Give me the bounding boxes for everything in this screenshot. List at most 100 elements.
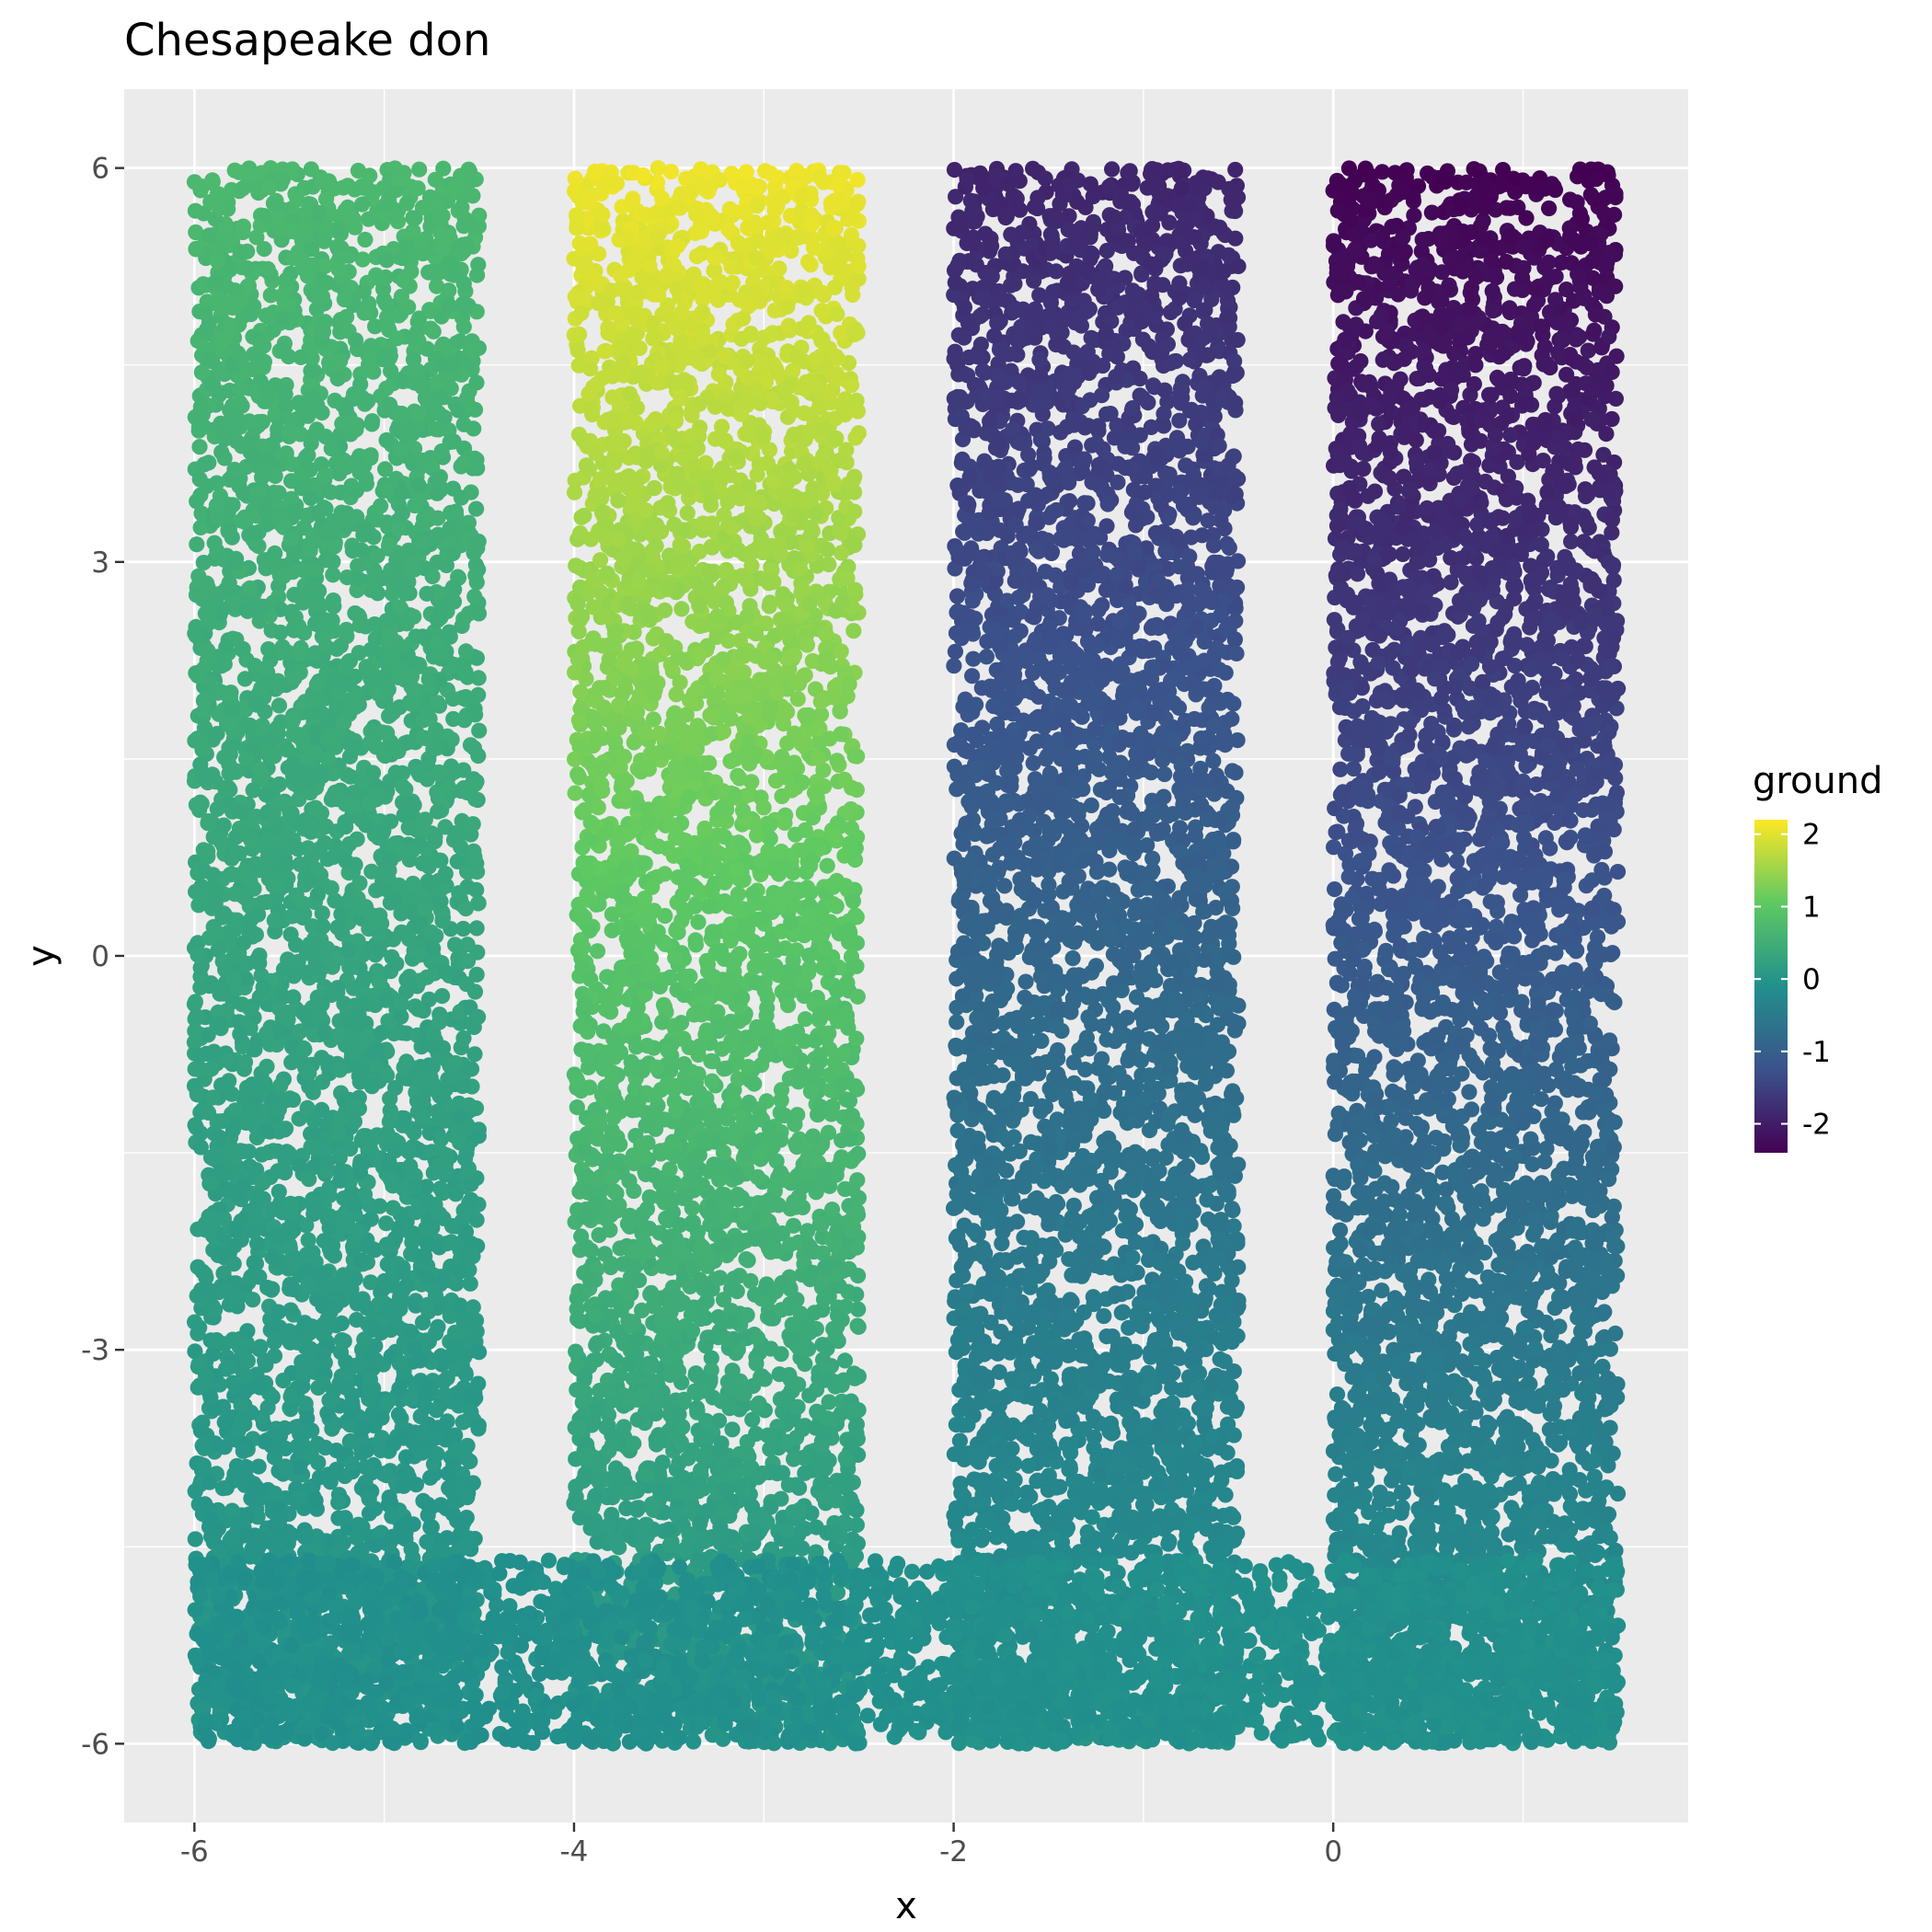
data-point: [393, 1008, 409, 1025]
data-point: [199, 477, 215, 494]
data-point: [379, 317, 396, 334]
data-point: [405, 1225, 421, 1242]
data-point: [383, 1109, 399, 1125]
data-point: [353, 775, 370, 791]
data-point: [311, 1006, 328, 1023]
data-point: [286, 670, 303, 686]
data-point: [253, 339, 270, 356]
data-point: [369, 547, 385, 564]
data-point: [343, 1043, 360, 1061]
data-point: [202, 1511, 219, 1527]
data-point: [395, 1180, 411, 1197]
data-point: [327, 892, 343, 909]
data-point: [259, 1399, 276, 1416]
data-point: [216, 1414, 233, 1431]
data-point: [345, 980, 362, 996]
data-point: [314, 905, 330, 922]
data-point: [218, 639, 235, 656]
data-point: [329, 919, 346, 936]
data-point: [330, 1494, 347, 1511]
data-point: [378, 1236, 395, 1253]
data-point: [392, 442, 408, 458]
data-point: [258, 466, 274, 483]
data-point: [299, 1410, 316, 1427]
data-point: [392, 171, 408, 188]
data-point: [343, 477, 360, 494]
data-point: [359, 661, 375, 677]
data-point: [393, 995, 409, 1011]
data-point: [316, 1024, 333, 1041]
data-point: [362, 338, 379, 354]
data-point: [270, 719, 286, 736]
data-point: [457, 1366, 474, 1383]
data-point: [435, 240, 452, 257]
data-point: [265, 321, 282, 339]
data-point: [390, 1407, 408, 1423]
data-point: [419, 969, 435, 985]
data-point: [388, 956, 405, 972]
data-point: [300, 408, 316, 424]
data-point: [422, 1519, 439, 1535]
data-point: [456, 1150, 474, 1167]
data-point: [356, 305, 373, 321]
data-point: [196, 456, 213, 473]
data-point: [287, 186, 304, 202]
data-point: [440, 779, 456, 796]
data-point: [311, 582, 328, 600]
data-point: [189, 1084, 205, 1100]
data-point: [363, 361, 380, 377]
data-point: [301, 1064, 317, 1081]
data-point: [421, 302, 438, 318]
data-point: [270, 1229, 286, 1246]
data-point: [251, 761, 268, 777]
data-point: [305, 428, 321, 444]
data-point: [282, 1388, 299, 1405]
data-point: [304, 241, 320, 258]
data-point: [378, 296, 395, 313]
data-point: [315, 1346, 332, 1363]
data-point: [422, 1075, 439, 1092]
data-point: [401, 585, 418, 602]
data-point: [384, 704, 400, 721]
data-point: [351, 1006, 367, 1023]
data-point: [466, 588, 483, 605]
data-point: [281, 296, 297, 313]
data-point: [215, 817, 232, 834]
data-point: [239, 1323, 256, 1340]
data-point: [224, 1529, 241, 1546]
data-point: [190, 1221, 206, 1237]
data-point: [285, 1091, 302, 1109]
data-point: [466, 740, 482, 756]
data-point: [430, 1205, 446, 1222]
data-point: [451, 885, 467, 902]
data-point: [260, 641, 277, 658]
data-point: [364, 413, 381, 430]
data-point: [362, 450, 379, 466]
data-point: [266, 912, 282, 929]
data-point: [378, 992, 395, 1008]
data-point: [323, 791, 339, 808]
data-point: [211, 1129, 228, 1145]
data-point: [197, 771, 213, 788]
data-point: [320, 173, 338, 190]
data-point: [411, 835, 428, 853]
data-point: [410, 477, 427, 494]
data-point: [190, 897, 207, 914]
data-point: [431, 1014, 448, 1030]
data-point: [433, 443, 450, 460]
data-point: [336, 818, 353, 834]
data-point: [454, 199, 470, 216]
data-point: [340, 653, 357, 670]
data-point: [394, 1263, 410, 1280]
data-point: [270, 1513, 288, 1530]
data-point: [208, 1332, 224, 1349]
data-point: [222, 1359, 238, 1375]
data-point: [445, 710, 462, 728]
data-point: [321, 1240, 338, 1257]
data-point: [236, 935, 252, 951]
data-point: [187, 1061, 203, 1077]
data-points: [186, 160, 1627, 1752]
data-point: [415, 245, 431, 262]
data-point: [227, 555, 244, 571]
data-point: [282, 531, 299, 547]
